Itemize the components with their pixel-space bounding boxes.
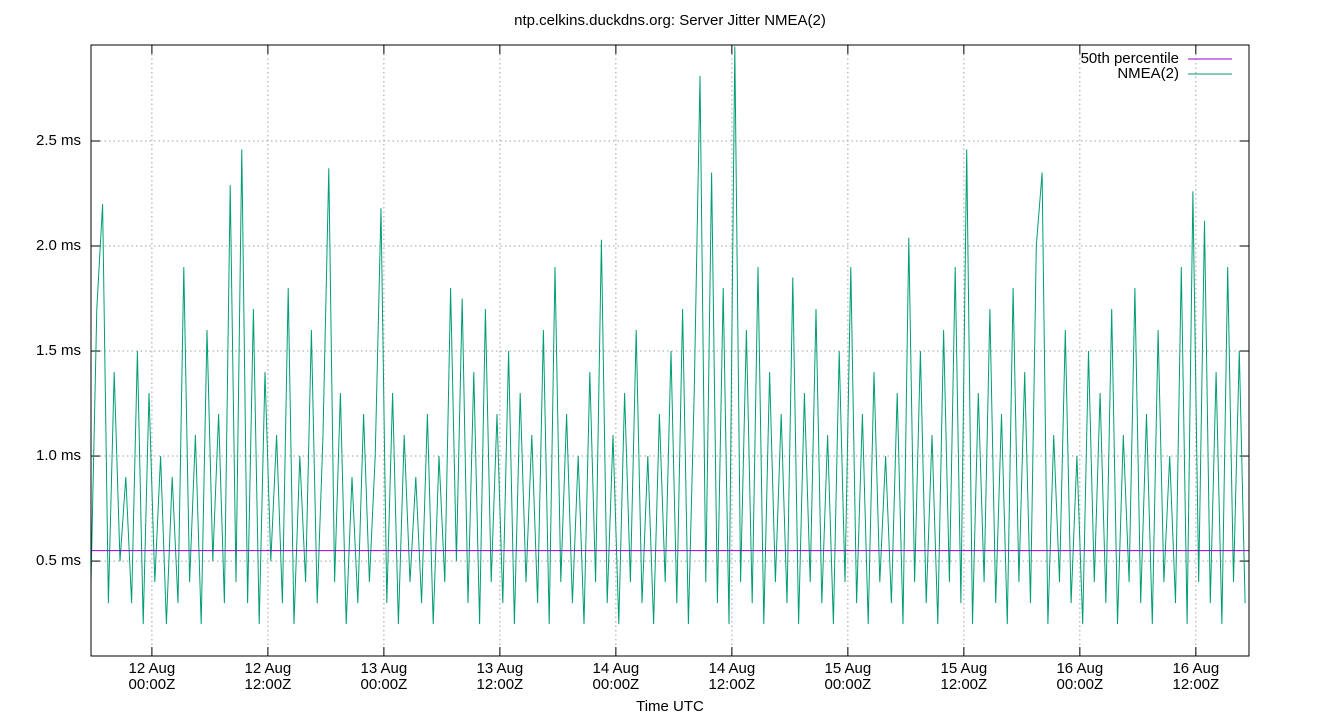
y-tick-label: 1.0 ms (36, 447, 81, 464)
x-tick-label: 00:00Z (593, 676, 640, 693)
x-tick-label: 15 Aug (940, 660, 987, 677)
x-axis-label: Time UTC (636, 698, 704, 715)
x-tick-label: 12:00Z (940, 676, 987, 693)
x-tick-label: 15 Aug (824, 660, 871, 677)
x-tick-label: 14 Aug (593, 660, 640, 677)
x-tick-label: 00:00Z (361, 676, 408, 693)
legend-label: NMEA(2) (1117, 65, 1179, 82)
x-tick-label: 00:00Z (129, 676, 176, 693)
x-tick-label: 13 Aug (361, 660, 408, 677)
x-tick-label: 12:00Z (709, 676, 756, 693)
x-tick-label: 12 Aug (245, 660, 292, 677)
x-tick-label: 12 Aug (129, 660, 176, 677)
legend-label: 50th percentile (1081, 50, 1179, 67)
series-line (90, 46, 1246, 625)
y-tick-label: 2.0 ms (36, 237, 81, 254)
chart-title: ntp.celkins.duckdns.org: Server Jitter N… (514, 12, 826, 29)
x-tick-label: 13 Aug (477, 660, 524, 677)
x-tick-label: 14 Aug (709, 660, 756, 677)
x-tick-label: 16 Aug (1172, 660, 1219, 677)
x-tick-label: 12:00Z (477, 676, 524, 693)
y-tick-label: 1.5 ms (36, 342, 81, 359)
x-tick-label: 16 Aug (1056, 660, 1103, 677)
x-tick-label: 00:00Z (825, 676, 872, 693)
x-tick-label: 12:00Z (1172, 676, 1219, 693)
x-tick-label: 00:00Z (1056, 676, 1103, 693)
x-tick-label: 12:00Z (245, 676, 292, 693)
y-tick-label: 2.5 ms (36, 132, 81, 149)
plot-border (90, 44, 1250, 657)
y-tick-label: 0.5 ms (36, 552, 81, 569)
